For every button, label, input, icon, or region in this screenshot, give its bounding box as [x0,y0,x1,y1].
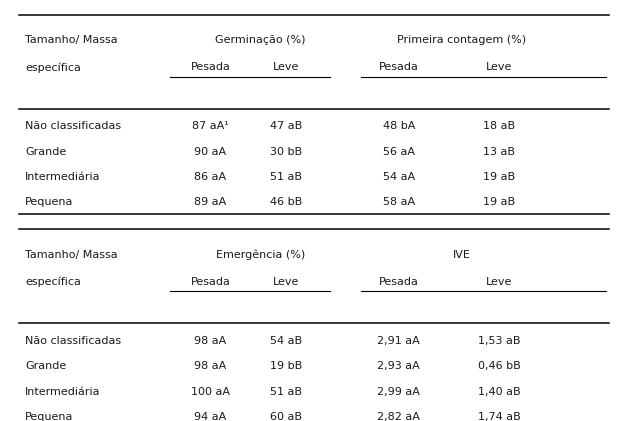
Text: 2,91 aA: 2,91 aA [377,336,420,346]
Text: Pequena: Pequena [25,412,73,421]
Text: Intermediária: Intermediária [25,172,100,182]
Text: Pesada: Pesada [190,277,230,287]
Text: 18 aB: 18 aB [483,121,516,131]
Text: 2,82 aA: 2,82 aA [377,412,420,421]
Text: 19 aB: 19 aB [483,197,516,207]
Text: 86 aA: 86 aA [194,172,227,182]
Text: 30 bB: 30 bB [269,147,302,157]
Text: Não classificadas: Não classificadas [25,121,121,131]
Text: 1,53 aB: 1,53 aB [478,336,521,346]
Text: específica: específica [25,62,81,72]
Text: 98 aA: 98 aA [194,336,227,346]
Text: 1,40 aB: 1,40 aB [478,386,521,397]
Text: Emergência (%): Emergência (%) [216,250,305,260]
Text: 51 aB: 51 aB [270,386,301,397]
Text: Leve: Leve [486,62,512,72]
Text: 2,93 aA: 2,93 aA [377,361,420,371]
Text: Primeira contagem (%): Primeira contagem (%) [397,35,526,45]
Text: Não classificadas: Não classificadas [25,336,121,346]
Text: 2,99 aA: 2,99 aA [377,386,420,397]
Text: Tamanho/ Massa: Tamanho/ Massa [25,35,117,45]
Text: Pequena: Pequena [25,197,73,207]
Text: 48 bA: 48 bA [382,121,415,131]
Text: 54 aA: 54 aA [382,172,415,182]
Text: 47 aB: 47 aB [269,121,302,131]
Text: Grande: Grande [25,147,67,157]
Text: 94 aA: 94 aA [194,412,227,421]
Text: 54 aB: 54 aB [269,336,302,346]
Text: Leve: Leve [273,277,299,287]
Text: 51 aB: 51 aB [270,172,301,182]
Text: 19 bB: 19 bB [269,361,302,371]
Text: específica: específica [25,277,81,287]
Text: Pesada: Pesada [379,62,419,72]
Text: 46 bB: 46 bB [269,197,302,207]
Text: 89 aA: 89 aA [194,197,227,207]
Text: 100 aA: 100 aA [191,386,230,397]
Text: 90 aA: 90 aA [194,147,227,157]
Text: Intermediária: Intermediária [25,386,100,397]
Text: Germinação (%): Germinação (%) [215,35,306,45]
Text: 0,46 bB: 0,46 bB [478,361,521,371]
Text: 56 aA: 56 aA [383,147,414,157]
Text: IVE: IVE [453,250,470,260]
Text: Leve: Leve [486,277,512,287]
Text: 98 aA: 98 aA [194,361,227,371]
Text: 60 aB: 60 aB [270,412,301,421]
Text: Tamanho/ Massa: Tamanho/ Massa [25,250,117,260]
Text: 1,74 aB: 1,74 aB [478,412,521,421]
Text: Grande: Grande [25,361,67,371]
Text: Leve: Leve [273,62,299,72]
Text: 19 aB: 19 aB [483,172,516,182]
Text: 13 aB: 13 aB [484,147,515,157]
Text: Pesada: Pesada [379,277,419,287]
Text: 58 aA: 58 aA [382,197,415,207]
Text: 87 aA¹: 87 aA¹ [192,121,229,131]
Text: Pesada: Pesada [190,62,230,72]
